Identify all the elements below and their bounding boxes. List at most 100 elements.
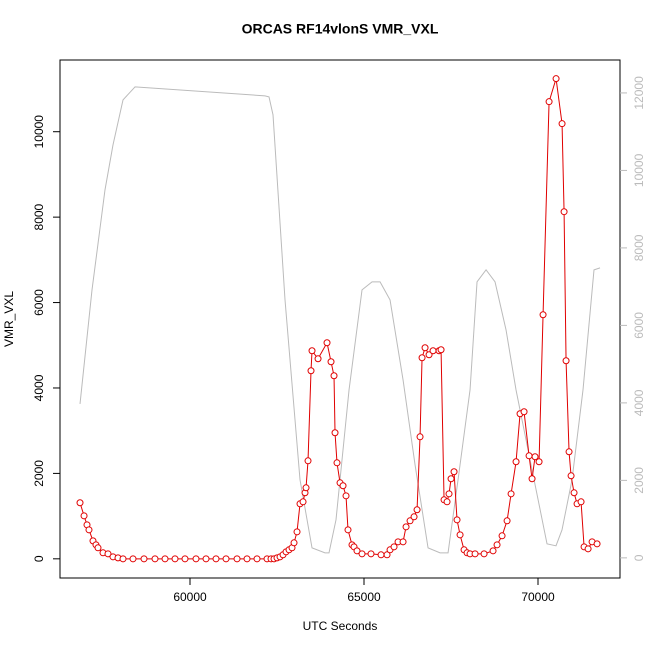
point bbox=[402, 523, 410, 531]
series-line bbox=[79, 86, 601, 554]
point bbox=[447, 475, 455, 483]
point bbox=[552, 75, 560, 83]
point bbox=[342, 492, 350, 500]
point bbox=[302, 484, 310, 492]
point bbox=[140, 555, 148, 563]
chart-title: ORCAS RF14vlonS VMR_VXL bbox=[242, 21, 439, 37]
y-tick-label: 2000 bbox=[32, 460, 46, 487]
point bbox=[421, 344, 429, 352]
point bbox=[577, 498, 585, 506]
point bbox=[445, 490, 453, 498]
point bbox=[330, 372, 338, 380]
x-tick-label: 70000 bbox=[521, 590, 555, 604]
point bbox=[558, 120, 566, 128]
point bbox=[489, 547, 497, 555]
y2-tick-label: 8000 bbox=[632, 234, 646, 261]
point bbox=[85, 526, 93, 534]
point bbox=[429, 347, 437, 355]
point bbox=[377, 551, 385, 559]
point bbox=[222, 555, 230, 563]
point bbox=[353, 547, 361, 555]
point bbox=[323, 339, 331, 347]
point bbox=[293, 528, 301, 536]
x-tick-label: 65000 bbox=[347, 590, 381, 604]
point bbox=[76, 499, 84, 507]
point bbox=[528, 475, 536, 483]
point bbox=[416, 433, 424, 441]
point bbox=[390, 543, 398, 551]
point bbox=[450, 468, 458, 476]
point bbox=[507, 490, 515, 498]
point bbox=[181, 555, 189, 563]
point bbox=[531, 453, 539, 461]
point bbox=[192, 555, 200, 563]
point bbox=[562, 357, 570, 365]
point bbox=[584, 545, 592, 553]
point bbox=[104, 550, 112, 558]
point bbox=[437, 346, 445, 354]
y2-tick-label: 6000 bbox=[632, 312, 646, 339]
point bbox=[233, 555, 241, 563]
y-tick-label: 8000 bbox=[32, 203, 46, 230]
plot-frame bbox=[59, 59, 621, 579]
point bbox=[567, 472, 575, 480]
point bbox=[290, 539, 298, 547]
point bbox=[453, 516, 461, 524]
point bbox=[119, 555, 127, 563]
point bbox=[443, 498, 451, 506]
point bbox=[539, 311, 547, 319]
point bbox=[171, 555, 179, 563]
point bbox=[314, 355, 322, 363]
y-tick-label: 6000 bbox=[32, 289, 46, 316]
point bbox=[570, 489, 578, 497]
point bbox=[212, 555, 220, 563]
point bbox=[80, 512, 88, 520]
point bbox=[413, 506, 421, 514]
y-axis-label: VMR_VXL bbox=[2, 291, 16, 347]
point bbox=[202, 555, 210, 563]
point bbox=[339, 482, 347, 490]
point bbox=[480, 550, 488, 558]
point bbox=[493, 541, 501, 549]
y2-tick-label: 12000 bbox=[632, 76, 646, 110]
y2-tick-label: 4000 bbox=[632, 389, 646, 416]
point bbox=[307, 367, 315, 375]
point bbox=[383, 551, 391, 559]
point bbox=[498, 532, 506, 540]
x-tick-label: 60000 bbox=[173, 590, 207, 604]
point bbox=[593, 540, 601, 548]
x-axis-label: UTC Seconds bbox=[303, 619, 378, 633]
point bbox=[299, 498, 307, 506]
point bbox=[503, 517, 511, 525]
y-tick-label: 0 bbox=[32, 555, 46, 562]
point bbox=[358, 550, 366, 558]
point bbox=[308, 347, 316, 355]
point bbox=[399, 538, 407, 546]
point bbox=[304, 457, 312, 465]
point bbox=[331, 429, 339, 437]
point bbox=[253, 555, 261, 563]
series-line bbox=[79, 78, 598, 560]
point bbox=[129, 555, 137, 563]
point bbox=[471, 550, 479, 558]
point bbox=[243, 555, 251, 563]
point bbox=[406, 517, 414, 525]
point bbox=[520, 408, 528, 416]
y2-tick-label: 2000 bbox=[632, 467, 646, 494]
point bbox=[410, 513, 418, 521]
point bbox=[456, 531, 464, 539]
y2-tick-label: 10000 bbox=[632, 153, 646, 187]
point bbox=[512, 458, 520, 466]
point bbox=[560, 208, 568, 216]
point bbox=[333, 459, 341, 467]
point bbox=[418, 354, 426, 362]
point bbox=[525, 452, 533, 460]
y-tick-label: 10000 bbox=[32, 115, 46, 149]
point bbox=[425, 351, 433, 359]
point bbox=[565, 448, 573, 456]
point bbox=[161, 555, 169, 563]
point bbox=[94, 544, 102, 552]
point bbox=[545, 98, 553, 106]
y2-tick-label: 0 bbox=[632, 554, 646, 561]
